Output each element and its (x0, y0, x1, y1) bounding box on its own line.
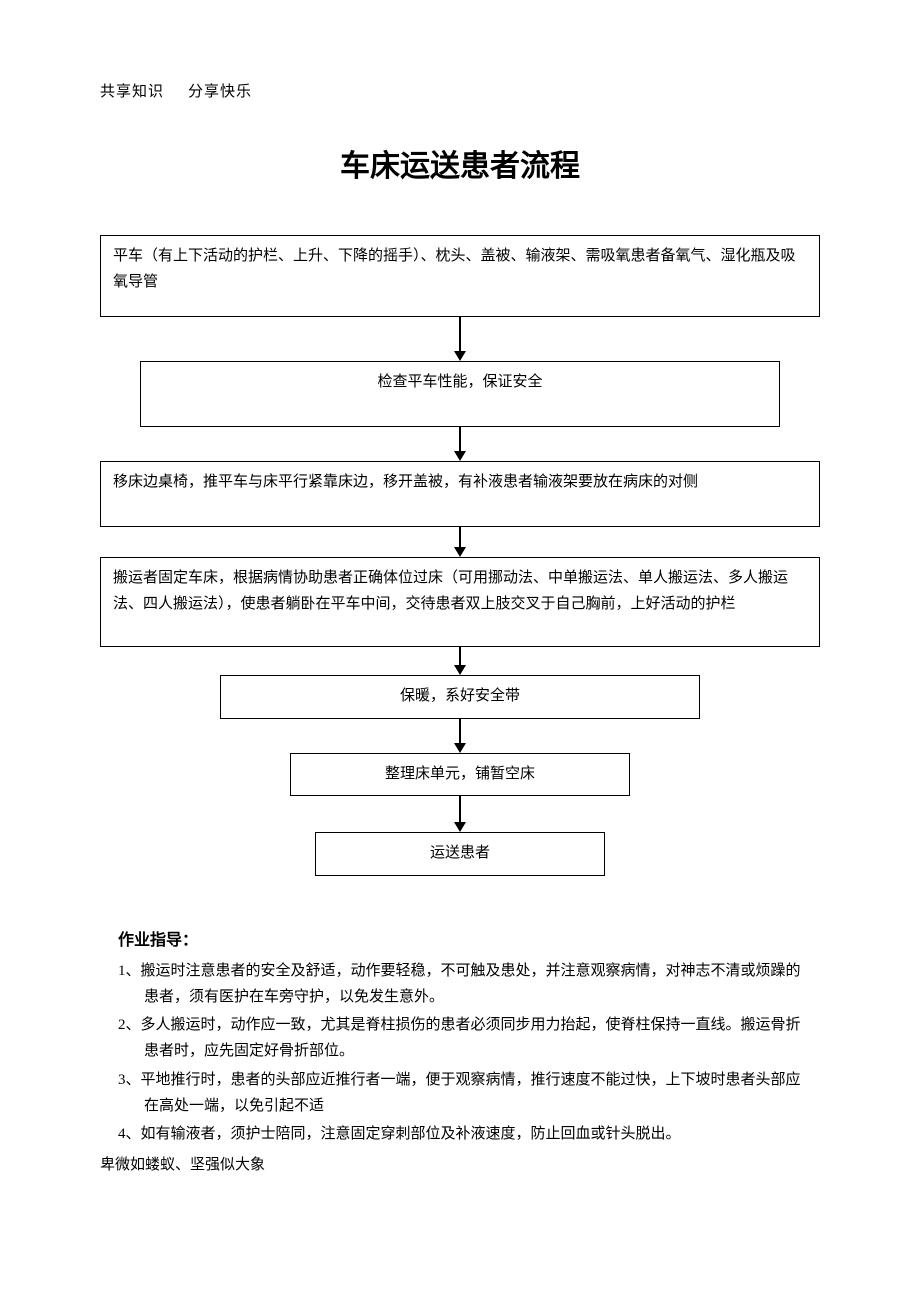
flow-box-4: 保暖，系好安全带 (220, 675, 700, 719)
flow-arrow-0 (454, 317, 466, 361)
guide-item-0: 1、搬运时注意患者的安全及舒适，动作要轻稳，不可触及患处，并注意观察病情，对神志… (118, 958, 810, 1011)
header-left: 共享知识 (100, 84, 164, 100)
title: 车床运送患者流程 (100, 141, 820, 185)
flow-box-2: 移床边桌椅，推平车与床平行紧靠床边，移开盖被，有补液患者输液架要放在病床的对侧 (100, 461, 820, 527)
flow-box-5: 整理床单元，铺暂空床 (290, 753, 630, 797)
guide-item-2: 3、平地推行时，患者的头部应近推行者一端，便于观察病情，推行速度不能过快，上下坡… (118, 1067, 810, 1120)
flowchart: 平车（有上下活动的护栏、上升、下降的摇手）、枕头、盖被、输液架、需吸氧患者备氧气… (100, 235, 820, 876)
guide-heading: 作业指导： (100, 926, 820, 950)
footer-text: 卑微如蝼蚁、坚强似大象 (100, 1153, 820, 1174)
flow-box-6: 运送患者 (315, 832, 605, 876)
flow-box-1: 检查平车性能，保证安全 (140, 361, 780, 427)
guide-item-3: 4、如有输液者，须护士陪同，注意固定穿刺部位及补液速度，防止回血或针头脱出。 (118, 1121, 810, 1147)
flow-arrow-5 (454, 796, 466, 832)
flow-box-0: 平车（有上下活动的护栏、上升、下降的摇手）、枕头、盖被、输液架、需吸氧患者备氧气… (100, 235, 820, 317)
flow-box-3: 搬运者固定车床，根据病情协助患者正确体位过床（可用挪动法、中单搬运法、单人搬运法… (100, 557, 820, 647)
page-header: 共享知识 分享快乐 (100, 80, 820, 101)
guide-list: 1、搬运时注意患者的安全及舒适，动作要轻稳，不可触及患处，并注意观察病情，对神志… (100, 958, 820, 1148)
header-right: 分享快乐 (188, 84, 252, 100)
flow-arrow-3 (454, 647, 466, 675)
flow-arrow-4 (454, 719, 466, 753)
flow-arrow-1 (454, 427, 466, 461)
flow-arrow-2 (454, 527, 466, 557)
page: 共享知识 分享快乐 车床运送患者流程 平车（有上下活动的护栏、上升、下降的摇手）、… (0, 0, 920, 1234)
guide-item-1: 2、多人搬运时，动作应一致，尤其是脊柱损伤的患者必须同步用力抬起，使脊柱保持一直… (118, 1012, 810, 1065)
